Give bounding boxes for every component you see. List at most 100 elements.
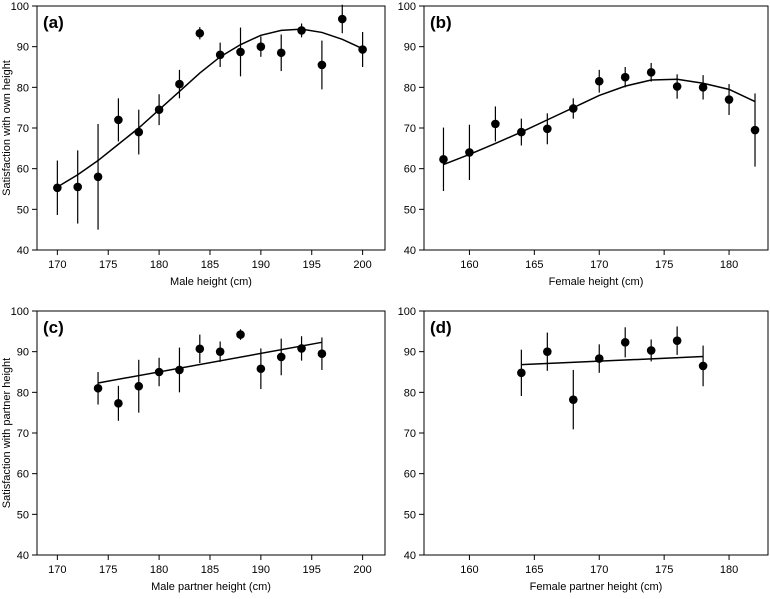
point	[195, 28, 205, 38]
y-tick-label: 100	[398, 306, 416, 318]
y-tick-label: 50	[17, 204, 29, 216]
point	[236, 330, 245, 339]
x-axis-label: Male height (cm)	[170, 276, 252, 288]
x-tick-label: 170	[48, 564, 66, 576]
y-tick-label: 60	[404, 164, 416, 176]
point	[568, 395, 578, 404]
point	[276, 48, 286, 58]
y-axis-label: Satisfaction with partner height	[1, 358, 13, 508]
y-tick-label: 90	[404, 347, 416, 359]
point	[175, 79, 184, 89]
fit-line	[56, 28, 363, 188]
x-tick-label: 180	[150, 564, 168, 576]
plot-frame	[423, 5, 769, 251]
x-tick-label: 200	[353, 259, 371, 271]
x-tick-label: 195	[303, 259, 321, 271]
point	[517, 368, 526, 378]
point	[698, 83, 708, 92]
point	[134, 127, 144, 137]
point	[568, 104, 578, 113]
point	[465, 148, 474, 157]
y-tick-label: 50	[17, 509, 29, 521]
point	[698, 361, 708, 371]
y-tick-label: 60	[17, 164, 29, 176]
point	[215, 50, 225, 60]
y-tick-label: 70	[404, 428, 416, 440]
point	[317, 349, 327, 359]
point	[236, 47, 245, 57]
point	[93, 383, 103, 393]
point	[594, 76, 604, 86]
y-tick-label: 40	[404, 550, 416, 562]
point	[620, 338, 630, 347]
x-tick-label: 180	[720, 564, 738, 576]
x-axis-label: Female height (cm)	[549, 276, 644, 288]
x-tick-label: 185	[201, 259, 219, 271]
y-tick-label: 70	[17, 123, 29, 135]
y-tick-label: 70	[17, 428, 29, 440]
point	[517, 127, 526, 137]
point	[646, 346, 656, 355]
x-tick-label: 160	[460, 564, 478, 576]
x-tick-label: 170	[590, 564, 608, 576]
plot-frame	[36, 5, 386, 251]
point	[358, 45, 367, 54]
x-tick-label: 170	[48, 259, 66, 271]
y-tick-label: 80	[404, 82, 416, 94]
point	[175, 365, 184, 375]
point	[672, 82, 682, 91]
x-tick-label: 160	[460, 259, 478, 271]
y-axis-label: Satisfaction with own height	[1, 60, 13, 196]
y-tick-label: 100	[11, 306, 29, 318]
y-tick-label: 60	[404, 469, 416, 481]
point	[297, 344, 306, 353]
point	[114, 115, 123, 125]
point	[543, 124, 552, 134]
y-tick-label: 70	[404, 123, 416, 135]
x-tick-label: 165	[525, 259, 543, 271]
plot-frame	[423, 310, 769, 556]
x-tick-label: 175	[655, 259, 673, 271]
point	[53, 183, 62, 193]
point	[134, 381, 144, 391]
panel-label: (b)	[430, 13, 452, 32]
x-axis-label: Male partner height (cm)	[151, 581, 271, 593]
point	[297, 26, 306, 35]
x-tick-label: 185	[201, 564, 219, 576]
y-tick-label: 80	[404, 387, 416, 399]
point	[114, 399, 123, 408]
fit-line	[97, 341, 323, 384]
point	[317, 60, 327, 70]
y-tick-label: 80	[17, 387, 29, 399]
point	[646, 67, 656, 77]
y-tick-label: 60	[17, 469, 29, 481]
y-tick-label: 40	[17, 245, 29, 257]
point	[620, 72, 630, 82]
x-tick-label: 175	[99, 564, 117, 576]
fit-line	[521, 355, 704, 366]
x-tick-label: 190	[252, 564, 270, 576]
y-tick-label: 50	[404, 509, 416, 521]
point	[195, 344, 205, 354]
x-tick-label: 200	[353, 564, 371, 576]
point	[215, 347, 225, 356]
point	[276, 352, 286, 362]
x-tick-label: 195	[303, 564, 321, 576]
y-tick-label: 50	[404, 204, 416, 216]
x-tick-label: 175	[655, 564, 673, 576]
point	[672, 336, 682, 345]
x-tick-label: 175	[99, 259, 117, 271]
x-tick-label: 180	[150, 259, 168, 271]
y-tick-label: 80	[17, 82, 29, 94]
point	[256, 42, 266, 51]
point	[73, 182, 83, 192]
y-tick-label: 40	[17, 550, 29, 562]
panel-label: (d)	[430, 318, 452, 337]
x-axis-label: Female partner height (cm)	[530, 581, 663, 593]
point	[337, 14, 347, 24]
y-tick-label: 90	[404, 42, 416, 54]
panel-label: (c)	[43, 318, 64, 337]
point	[256, 364, 266, 374]
x-tick-label: 180	[720, 259, 738, 271]
